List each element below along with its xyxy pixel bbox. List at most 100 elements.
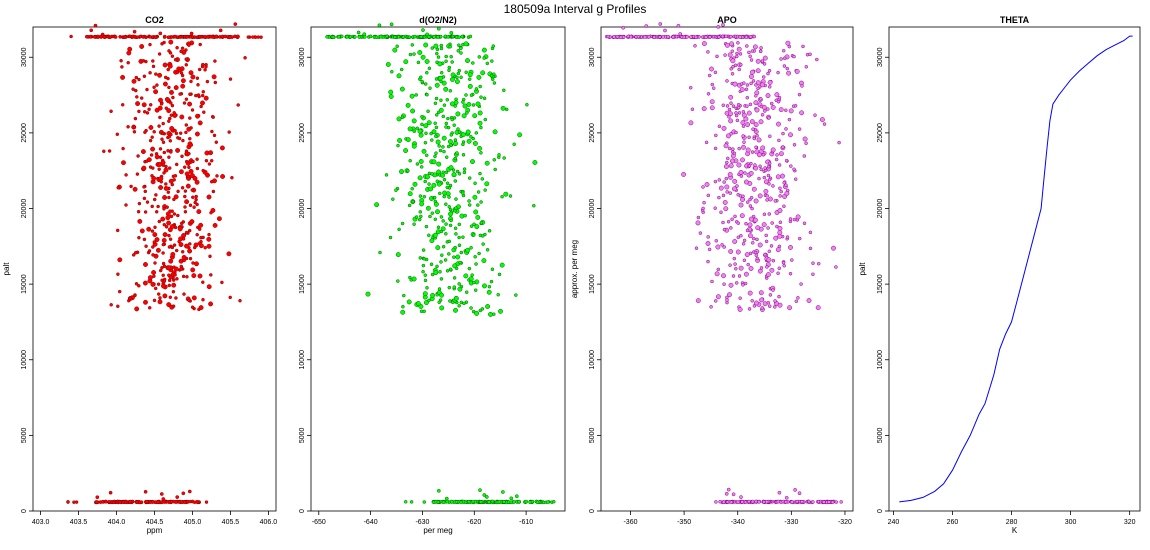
scatter-point [474,310,480,316]
scatter-point [191,273,197,279]
scatter-point [465,247,471,253]
scatter-point [162,207,166,211]
scatter-point [139,44,145,49]
scatter-point [259,35,263,39]
x-tick-label: 320 [1124,519,1136,526]
scatter-point [451,168,456,172]
scatter-point [436,181,442,187]
scatter-point [219,145,225,151]
scatter-point [747,233,753,239]
scatter-point [206,236,212,242]
scatter-point [434,125,439,130]
scatter-point [804,65,809,69]
scatter-point [167,85,171,90]
scatter-point [480,307,485,311]
scatter-point [434,96,439,101]
scatter-point [148,42,152,47]
scatter-point [652,35,657,39]
scatter-point [706,92,711,96]
scatter-point [365,291,371,297]
scatter-point [183,189,188,193]
scatter-point [813,113,817,117]
scatter-point [159,492,164,496]
scatter-point [512,142,516,147]
scatter-point [492,129,498,135]
scatter-point [735,184,739,188]
scatter-point [388,94,394,99]
scatter-point [152,197,157,202]
scatter-point [666,34,670,39]
scatter-point [131,87,135,91]
scatter-point [479,125,483,130]
scatter-point [397,138,403,143]
scatter-point [177,226,183,232]
y-tick-label: 25000 [21,123,28,143]
scatter-point [465,58,470,64]
scatter-point [479,95,483,99]
scatter-point [788,271,793,276]
scatter-point [752,217,758,223]
scatter-point [177,69,182,73]
scatter-point [753,100,759,106]
scatter-point [357,35,362,39]
scatter-point [161,121,165,126]
scatter-point [546,500,550,504]
scatter-point [459,500,463,505]
scatter-point [167,166,172,170]
scatter-point [475,214,481,220]
scatter-point [713,299,718,303]
scatter-point [777,294,781,299]
scatter-point [179,221,184,226]
scatter-point [472,113,478,119]
scatter-point [453,138,458,142]
scatter-point [621,25,626,30]
scatter-point [728,163,734,169]
scatter-point [150,174,154,178]
scatter-point [203,245,207,250]
scatter-point [181,274,186,279]
scatter-point [425,92,429,97]
scatter-point [170,54,175,58]
scatter-point [753,300,759,306]
scatter-point [746,110,752,116]
scatter-point [457,304,461,308]
scatter-point [396,143,400,148]
scatter-point [168,39,174,45]
scatter-point [201,62,205,67]
data-points [66,22,263,505]
scatter-point [121,500,126,504]
scatter-point [779,57,783,61]
scatter-point [143,262,148,267]
scatter-point [463,41,469,47]
scatter-point [739,495,743,499]
scatter-point [728,263,732,267]
scatter-point [474,131,479,135]
scatter-point [421,28,425,32]
scatter-point [393,35,397,39]
scatter-point [166,67,170,72]
scatter-point [120,65,124,69]
scatter-point [169,89,174,95]
scatter-point [166,220,172,226]
scatter-point [411,199,415,204]
scatter-point [163,75,168,80]
scatter-point [502,499,506,504]
scatter-point [186,174,191,179]
scatter-point [449,30,454,35]
scatter-point [743,116,749,122]
scatter-point [467,199,471,203]
scatter-point [788,132,793,138]
scatter-point [141,35,145,39]
scatter-point [839,500,843,504]
scatter-point [204,158,209,163]
scatter-point [169,150,173,154]
scatter-point [757,193,763,199]
scatter-point [688,120,694,126]
scatter-point [446,116,450,121]
scatter-point [468,276,474,282]
scatter-point [449,54,453,59]
scatter-point [184,243,189,249]
scatter-point [747,290,753,296]
scatter-point [705,241,711,246]
scatter-point [402,293,406,298]
